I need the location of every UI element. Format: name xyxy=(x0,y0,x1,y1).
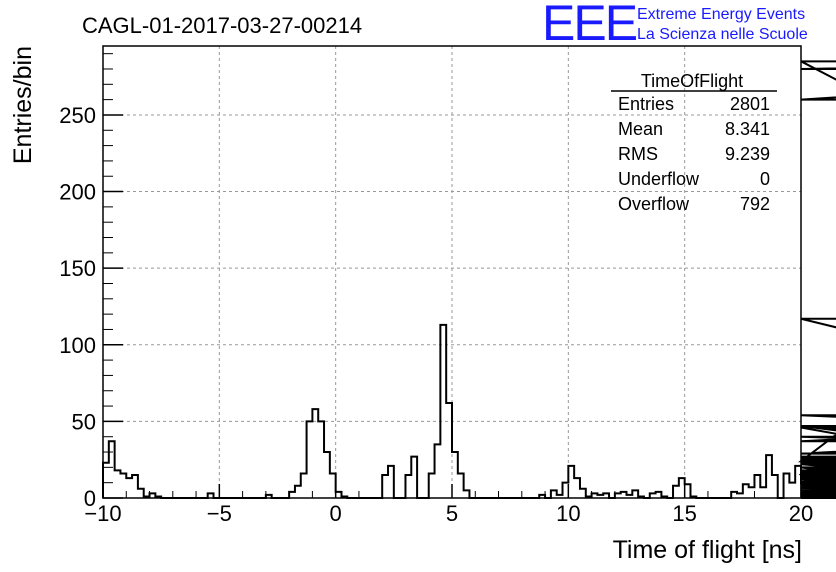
stats-row-value: 2801 xyxy=(730,94,770,114)
stats-row-value: 0 xyxy=(760,169,770,189)
stats-row-value: 8.341 xyxy=(725,119,770,139)
x-tick-label: 0 xyxy=(330,501,342,526)
eee-logo: EEE xyxy=(542,0,637,51)
stats-box-title: TimeOfFlight xyxy=(641,71,743,91)
x-tick-label: 15 xyxy=(672,501,696,526)
eee-logo-line2: La Scienza nelle Scuole xyxy=(637,26,808,43)
y-tick-label: 250 xyxy=(59,103,96,128)
eee-logo-line1: Extreme Energy Events xyxy=(637,6,805,23)
axis-ticks xyxy=(102,53,802,499)
stats-row-label: Mean xyxy=(618,119,663,139)
y-tick-label: 150 xyxy=(59,256,96,281)
stats-row-value: 792 xyxy=(740,194,770,214)
y-axis-title: Entries/bin xyxy=(9,46,37,164)
y-tick-label: 200 xyxy=(59,180,96,205)
x-tick-label: 10 xyxy=(556,501,580,526)
stats-row-label: Underflow xyxy=(618,169,700,189)
x-axis-title: Time of flight [ns] xyxy=(613,536,802,564)
y-tick-label: 100 xyxy=(59,333,96,358)
x-tick-label: −10 xyxy=(84,501,121,526)
stats-row-label: Overflow xyxy=(618,194,690,214)
x-tick-label: 20 xyxy=(789,501,813,526)
y-tick-label: 0 xyxy=(84,486,96,511)
stats-row-value: 9.239 xyxy=(725,144,770,164)
stats-box: TimeOfFlight Entries 2801 Mean 8.341 RMS 9.23… xyxy=(611,71,777,214)
x-tick-label: −5 xyxy=(207,501,232,526)
stats-row-label: Entries xyxy=(618,94,674,114)
run-title: CAGL-01-2017-03-27-00214 xyxy=(82,13,362,38)
x-tick-label: 5 xyxy=(446,501,458,526)
stats-row-label: RMS xyxy=(618,144,658,164)
y-tick-label: 50 xyxy=(72,409,96,434)
